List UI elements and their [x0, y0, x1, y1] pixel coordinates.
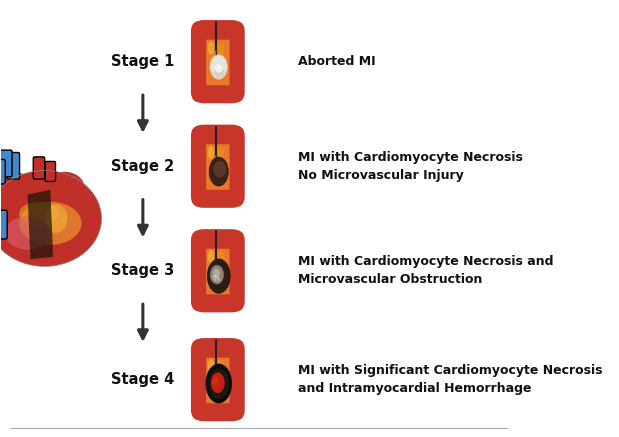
FancyBboxPatch shape: [196, 127, 240, 144]
FancyBboxPatch shape: [230, 232, 241, 310]
FancyBboxPatch shape: [198, 30, 238, 95]
Ellipse shape: [219, 168, 226, 183]
FancyBboxPatch shape: [191, 338, 245, 421]
FancyBboxPatch shape: [196, 28, 240, 99]
Ellipse shape: [19, 202, 59, 225]
Text: Stage 2: Stage 2: [111, 159, 175, 174]
Polygon shape: [28, 190, 53, 259]
Text: Stage 4: Stage 4: [111, 372, 175, 387]
Ellipse shape: [5, 216, 50, 250]
Ellipse shape: [0, 173, 39, 207]
Ellipse shape: [210, 55, 227, 79]
Ellipse shape: [209, 368, 229, 399]
FancyBboxPatch shape: [7, 153, 20, 179]
Ellipse shape: [209, 264, 219, 285]
FancyBboxPatch shape: [33, 157, 45, 179]
FancyBboxPatch shape: [194, 127, 206, 205]
FancyBboxPatch shape: [194, 341, 206, 419]
FancyBboxPatch shape: [196, 23, 240, 40]
Ellipse shape: [219, 63, 226, 79]
FancyBboxPatch shape: [230, 127, 241, 205]
Ellipse shape: [45, 172, 84, 203]
Ellipse shape: [211, 372, 225, 393]
FancyBboxPatch shape: [45, 161, 56, 181]
FancyBboxPatch shape: [0, 210, 7, 239]
FancyBboxPatch shape: [191, 20, 245, 103]
Text: Stage 3: Stage 3: [111, 263, 175, 278]
Ellipse shape: [208, 250, 214, 264]
Ellipse shape: [206, 364, 232, 403]
Ellipse shape: [219, 272, 226, 288]
Ellipse shape: [216, 42, 224, 59]
FancyBboxPatch shape: [230, 23, 241, 101]
FancyBboxPatch shape: [194, 85, 241, 101]
Text: MI with Cardiomyocyte Necrosis
No Microvascular Injury: MI with Cardiomyocyte Necrosis No Microv…: [298, 151, 523, 182]
FancyBboxPatch shape: [191, 229, 245, 312]
Ellipse shape: [208, 359, 214, 373]
FancyBboxPatch shape: [194, 190, 241, 205]
FancyBboxPatch shape: [196, 132, 240, 204]
Ellipse shape: [216, 251, 224, 268]
Ellipse shape: [215, 64, 222, 73]
FancyBboxPatch shape: [230, 341, 241, 419]
Ellipse shape: [208, 146, 214, 160]
FancyBboxPatch shape: [194, 403, 241, 419]
FancyBboxPatch shape: [196, 236, 240, 308]
Text: Aborted MI: Aborted MI: [298, 55, 376, 68]
Ellipse shape: [214, 377, 219, 384]
Ellipse shape: [219, 381, 226, 396]
Ellipse shape: [209, 55, 219, 76]
Ellipse shape: [214, 161, 226, 178]
Ellipse shape: [209, 157, 228, 186]
FancyBboxPatch shape: [198, 348, 238, 413]
Ellipse shape: [210, 265, 223, 284]
FancyBboxPatch shape: [194, 294, 241, 310]
FancyBboxPatch shape: [198, 239, 238, 304]
Ellipse shape: [213, 268, 220, 277]
Text: MI with Significant Cardiomyocyte Necrosis
and Intramyocardial Hemorrhage: MI with Significant Cardiomyocyte Necros…: [298, 364, 602, 395]
Ellipse shape: [19, 202, 82, 245]
FancyBboxPatch shape: [198, 134, 238, 200]
Ellipse shape: [209, 160, 219, 181]
Ellipse shape: [209, 373, 219, 394]
FancyBboxPatch shape: [194, 23, 206, 101]
FancyBboxPatch shape: [191, 125, 245, 208]
Ellipse shape: [0, 170, 102, 267]
Ellipse shape: [45, 204, 67, 233]
Text: MI with Cardiomyocyte Necrosis and
Microvascular Obstruction: MI with Cardiomyocyte Necrosis and Micro…: [298, 255, 553, 286]
FancyBboxPatch shape: [0, 160, 5, 184]
Ellipse shape: [208, 41, 214, 55]
Ellipse shape: [216, 146, 224, 163]
FancyBboxPatch shape: [196, 346, 240, 417]
Ellipse shape: [216, 360, 224, 377]
FancyBboxPatch shape: [196, 232, 240, 249]
FancyBboxPatch shape: [0, 150, 12, 177]
FancyBboxPatch shape: [196, 341, 240, 357]
FancyBboxPatch shape: [194, 232, 206, 310]
Ellipse shape: [207, 259, 230, 293]
Text: Stage 1: Stage 1: [111, 54, 175, 69]
